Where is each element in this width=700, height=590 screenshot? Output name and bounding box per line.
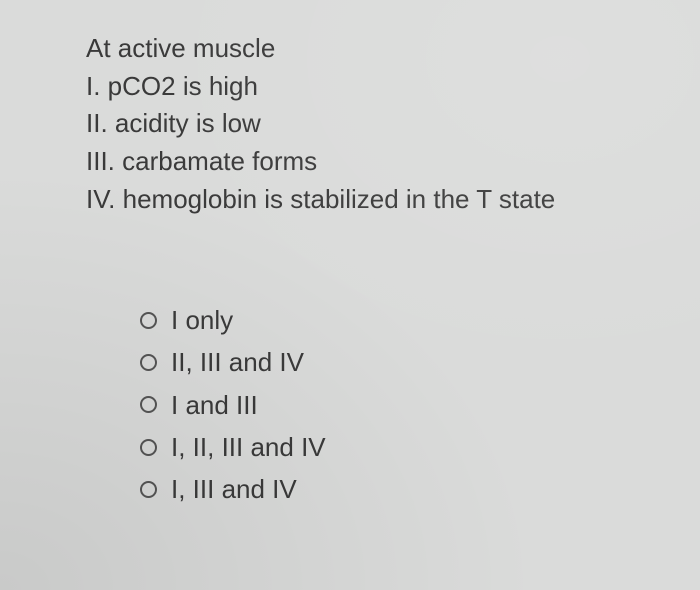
option-label: II, III and IV: [171, 342, 304, 382]
option-row[interactable]: II, III and IV: [140, 342, 326, 382]
radio-icon[interactable]: [140, 481, 157, 498]
question-statement: III. carbamate forms: [86, 143, 555, 181]
option-label: I and III: [171, 385, 258, 425]
option-row[interactable]: I, II, III and IV: [140, 427, 326, 467]
radio-icon[interactable]: [140, 312, 157, 329]
option-label: I, II, III and IV: [171, 427, 326, 467]
option-label: I only: [171, 300, 233, 340]
option-row[interactable]: I and III: [140, 385, 326, 425]
option-row[interactable]: I, III and IV: [140, 469, 326, 509]
question-statement: I. pCO2 is high: [86, 68, 555, 106]
radio-icon[interactable]: [140, 354, 157, 371]
option-row[interactable]: I only: [140, 300, 326, 340]
question-stem: At active muscle: [86, 30, 555, 68]
question-statement: II. acidity is low: [86, 105, 555, 143]
question-block: At active muscle I. pCO2 is high II. aci…: [86, 30, 555, 218]
question-statement: IV. hemoglobin is stabilized in the T st…: [86, 181, 555, 219]
options-block: I only II, III and IV I and III I, II, I…: [140, 300, 326, 511]
radio-icon[interactable]: [140, 396, 157, 413]
radio-icon[interactable]: [140, 439, 157, 456]
option-label: I, III and IV: [171, 469, 297, 509]
